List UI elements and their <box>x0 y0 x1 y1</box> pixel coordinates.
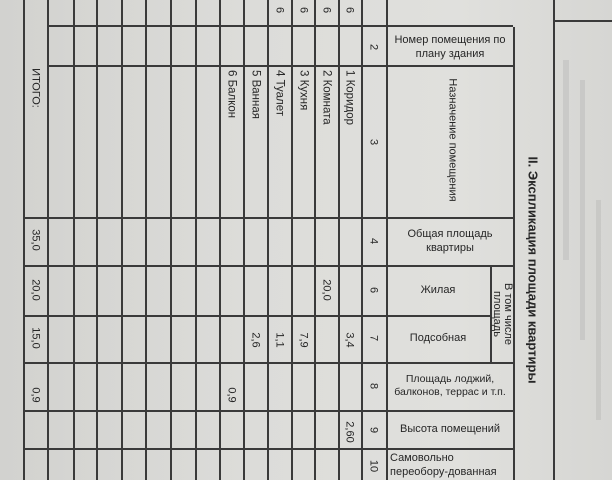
column-divider <box>23 315 490 317</box>
column-divider <box>23 217 513 219</box>
header-including-area: В том числе площадь <box>491 283 513 345</box>
row-divider <box>96 0 98 480</box>
room-height: 2,60 <box>343 421 356 443</box>
page-divider <box>553 20 612 22</box>
bleed-through-text <box>596 200 601 420</box>
row-divider <box>73 0 75 480</box>
loggia-area: 0,9 <box>225 387 238 403</box>
auxiliary-area: 2,6 <box>249 332 262 348</box>
room-name: 4 Туалет <box>273 70 286 116</box>
subheader-divider <box>490 265 492 362</box>
bleed-through-text <box>580 80 585 340</box>
top-row-digit: 6 <box>320 6 333 14</box>
column-divider <box>23 362 513 364</box>
row-divider <box>314 0 316 480</box>
top-row-digit: 6 <box>273 6 286 14</box>
total-label: ИТОГО: <box>29 68 42 108</box>
living-area: 20,0 <box>320 279 333 301</box>
row-divider <box>23 0 25 480</box>
column-number: 9 <box>367 426 380 434</box>
row-divider <box>267 0 269 480</box>
top-row-digit: 6 <box>297 6 310 14</box>
table-title: II. Экспликация площади квартиры <box>525 156 541 384</box>
room-name: 5 Ванная <box>249 70 262 119</box>
row-divider <box>338 0 340 480</box>
room-name: 3 Кухня <box>297 70 310 111</box>
column-divider <box>47 25 513 27</box>
top-row-digit: 6 <box>343 6 356 14</box>
auxiliary-area: 1,1 <box>273 332 286 348</box>
column-number: 4 <box>367 237 380 245</box>
header-room-purpose: Назначение помещения <box>446 78 459 202</box>
room-name: 1 Коридор <box>343 70 356 126</box>
room-name: 6 Балкон <box>225 70 238 119</box>
header-loggia-area: Площадь лоджий, балконов, террас и т.п. <box>394 373 506 398</box>
room-name: 2 Комната <box>320 70 333 125</box>
row-divider <box>386 0 388 480</box>
column-number: 7 <box>367 334 380 342</box>
header-auxiliary: Подсобная <box>409 332 467 344</box>
column-number: 3 <box>367 138 380 146</box>
column-divider <box>47 65 513 67</box>
row-divider <box>195 0 197 480</box>
header-room-number: Номер помещения по плану здания <box>394 34 506 60</box>
column-number: 6 <box>367 286 380 294</box>
column-divider <box>23 448 513 450</box>
column-number: 2 <box>367 43 380 51</box>
header-living: Жилая <box>420 284 456 296</box>
column-divider <box>23 410 513 412</box>
living-area-sum: 20,0 <box>29 279 42 301</box>
row-divider <box>145 0 147 480</box>
auxiliary-area: 7,9 <box>297 332 310 348</box>
header-total-area: Общая площадь квартиры <box>407 228 493 254</box>
column-number: 8 <box>367 382 380 390</box>
auxiliary-area-sum: 15,0 <box>29 327 42 349</box>
auxiliary-area: 3,4 <box>343 332 356 348</box>
loggia-area-sum: 0,9 <box>29 387 42 403</box>
column-divider <box>23 265 513 267</box>
row-divider <box>170 0 172 480</box>
header-border <box>513 27 515 480</box>
row-divider <box>243 0 245 480</box>
row-divider <box>219 0 221 480</box>
row-divider <box>47 0 49 480</box>
row-divider <box>121 0 123 480</box>
bleed-through-text <box>563 60 569 260</box>
column-number: 10 <box>367 459 380 473</box>
header-unauthorized: Самовольно переобору-дованная <box>390 452 497 478</box>
header-height: Высота помещений <box>400 423 500 435</box>
total-area-sum: 35,0 <box>29 229 42 251</box>
row-divider <box>361 0 363 480</box>
title-border <box>553 0 555 480</box>
row-divider <box>291 0 293 480</box>
